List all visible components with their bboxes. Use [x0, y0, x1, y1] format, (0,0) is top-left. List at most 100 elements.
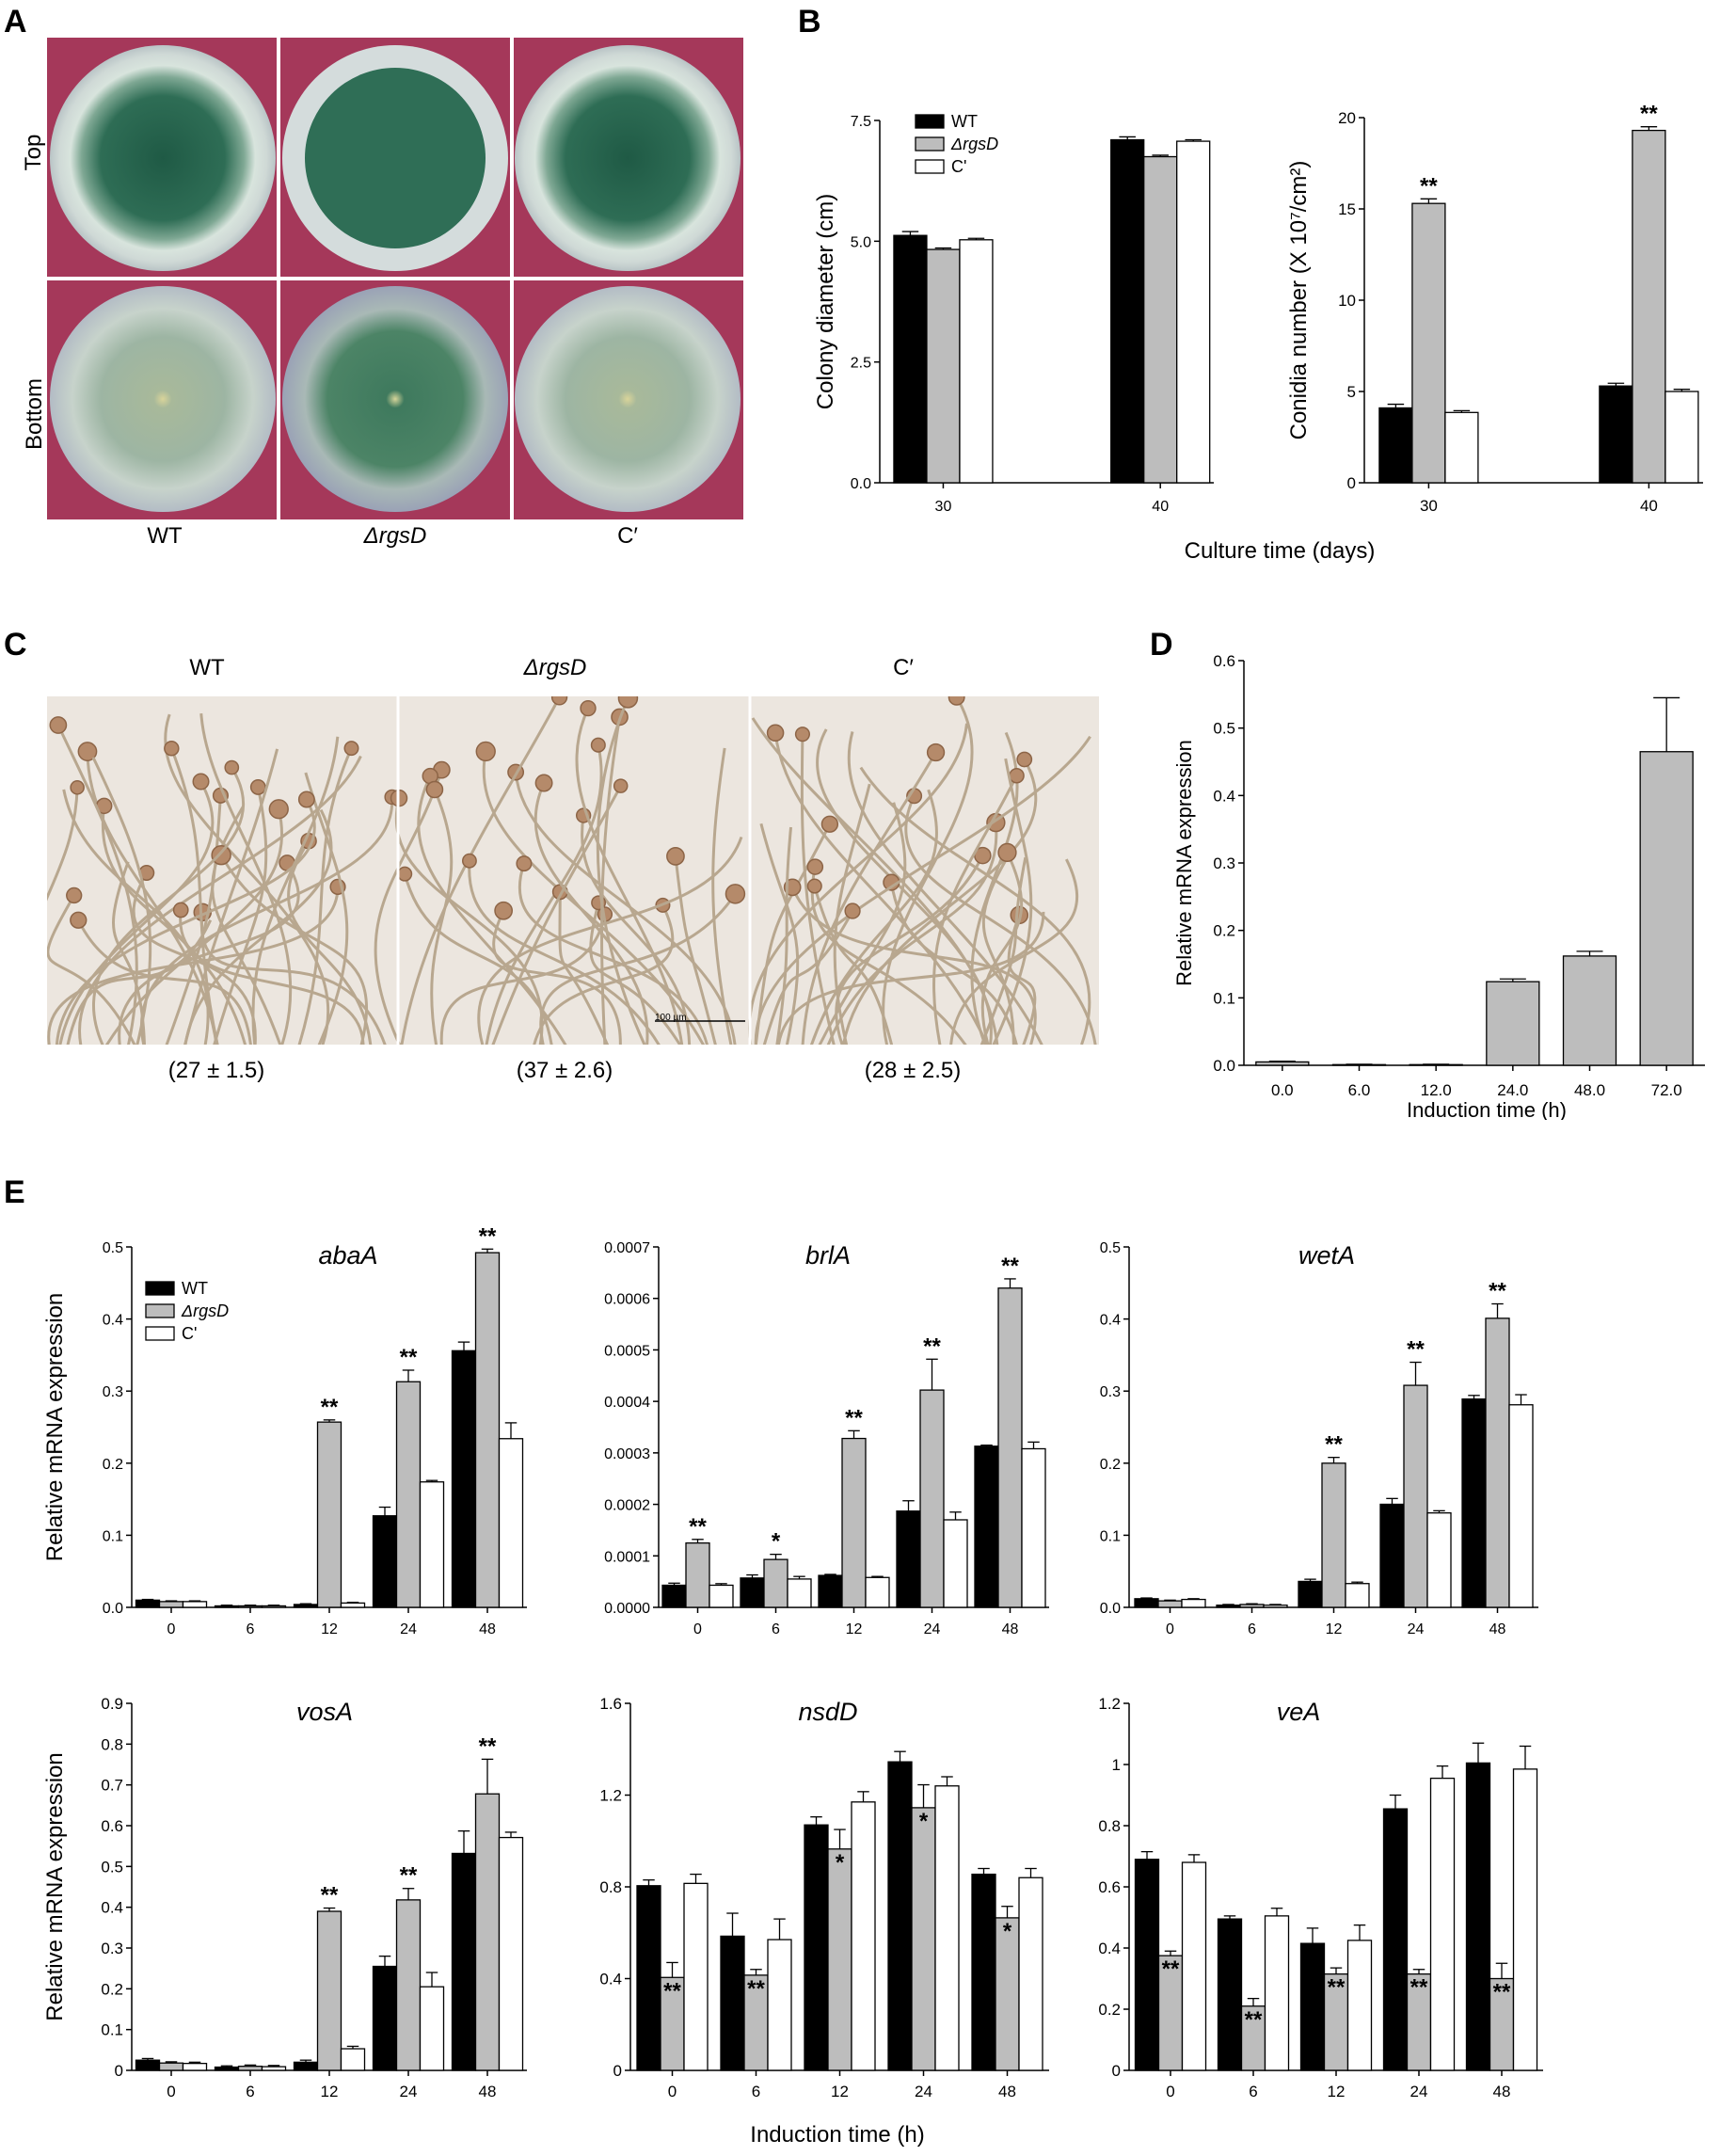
- hypha: [599, 716, 622, 1045]
- y-tick-label: 0.2: [103, 1457, 123, 1473]
- x-tick-label: 24: [924, 1621, 941, 1637]
- y-tick-label: 0.6: [1098, 1878, 1121, 1896]
- y-tick-label: 0: [613, 2062, 622, 2080]
- micrograph-comp: [748, 696, 1099, 1045]
- x-tick-label: 24: [915, 2083, 932, 2100]
- conidiophore-head: [794, 727, 810, 743]
- hypha: [748, 723, 968, 1045]
- bar: [636, 1885, 661, 2071]
- significance-mark: **: [400, 1345, 418, 1370]
- bar: [943, 1519, 968, 1608]
- conidiophore-head: [725, 884, 746, 904]
- x-tick-label: 12: [1326, 1621, 1343, 1637]
- legend-swatch: [145, 1281, 175, 1296]
- x-tick-label: 24.0: [1497, 1081, 1528, 1099]
- chart-brlA: 0.0000 0.0001 0.0002 0.0003 0.0004 0.0005 0.00…: [604, 1240, 1049, 1637]
- dish-label-wt: WT: [147, 523, 183, 549]
- bar: [474, 1793, 501, 2071]
- chart-title: wetA: [1298, 1241, 1355, 1270]
- significance-mark: *: [836, 1850, 845, 1876]
- x-tick-label: 48: [1489, 1621, 1506, 1637]
- y-tick-label: 0.0: [1100, 1601, 1121, 1617]
- y-tick-label: 1.2: [1098, 1695, 1121, 1713]
- y-tick-label: 0.3: [103, 1384, 123, 1400]
- significance-mark: **: [479, 1223, 497, 1249]
- bar: [1264, 1915, 1290, 2071]
- panel-label-b: B: [798, 4, 821, 40]
- x-tick-label: 72.0: [1651, 1081, 1682, 1099]
- y-tick-label: 0.1: [1100, 1528, 1121, 1544]
- y-axis-label: Conidia number (X 10⁷/cm²): [1286, 161, 1312, 440]
- bar: [865, 1576, 890, 1608]
- bar: [182, 2062, 208, 2071]
- significance-mark: **: [923, 1334, 941, 1359]
- hypha: [773, 732, 989, 1045]
- y-tick-label: 0: [115, 2062, 123, 2080]
- y-tick-label: 0.0: [851, 476, 871, 492]
- bar: [1181, 1598, 1206, 1608]
- legend-label: ΔrgsD: [181, 1302, 229, 1320]
- bar: [237, 1605, 263, 1608]
- hypha: [164, 713, 330, 1045]
- hypha: [62, 789, 210, 1045]
- hypha: [374, 769, 443, 1045]
- bar: [818, 1574, 843, 1608]
- bar: [660, 1976, 685, 2071]
- chart-rgsd-expression: 0.0 0.1 0.2 0.3 0.4 0.5 0.6 Relative mRNA expre…: [1172, 652, 1705, 1120]
- bar: [1639, 751, 1694, 1066]
- micrograph-label-comp: C′: [893, 655, 914, 680]
- bar: [887, 1761, 913, 2071]
- panel-label-e: E: [4, 1174, 25, 1210]
- panel-label-c: C: [4, 627, 27, 663]
- x-tick-label: 6: [1249, 2083, 1257, 2100]
- x-tick-label: 6: [246, 2083, 254, 2100]
- bar: [135, 2059, 161, 2071]
- x-tick-label: 24: [1408, 1621, 1425, 1637]
- y-tick-label: 0.0007: [604, 1240, 650, 1256]
- significance-mark: **: [1245, 2007, 1263, 2033]
- legend-label: ΔrgsD: [950, 135, 998, 153]
- bar: [1562, 955, 1617, 1066]
- significance-mark: **: [663, 1978, 681, 2004]
- bar: [709, 1584, 734, 1608]
- hypha: [1007, 914, 1037, 1045]
- hypha: [403, 873, 553, 1045]
- legend-swatch: [145, 1303, 175, 1318]
- hypha: [589, 902, 682, 1045]
- bar: [316, 1910, 342, 2071]
- bar: [1134, 1598, 1159, 1608]
- conidiophore-head: [1016, 751, 1033, 768]
- significance-mark: *: [919, 1809, 929, 1834]
- bar: [1298, 1580, 1323, 1608]
- bar: [451, 1852, 477, 2071]
- bar: [1426, 1512, 1452, 1608]
- conidiophore-head: [820, 815, 839, 833]
- y-tick-label: 0.3: [1213, 854, 1235, 872]
- x-tick-label: 48: [998, 2083, 1016, 2100]
- conidiophore-head: [70, 911, 88, 929]
- y-tick-label: 0: [1112, 2062, 1121, 2080]
- bar: [419, 1481, 445, 1608]
- x-tick-label: 12: [321, 2083, 339, 2100]
- conidiophore-head: [666, 846, 685, 866]
- dish-bottom-mutant: [282, 286, 508, 512]
- bar: [1512, 1768, 1538, 2071]
- conidiophore-head: [766, 724, 785, 743]
- x-tick-label: 30: [935, 499, 952, 515]
- bar: [1321, 1462, 1346, 1608]
- y-tick-label: 0.2: [1100, 1457, 1121, 1473]
- hypha: [468, 860, 661, 1045]
- bar: [261, 2066, 287, 2071]
- bar: [787, 1578, 812, 1608]
- y-tick-label: 0.0001: [604, 1549, 650, 1565]
- bar: [293, 1604, 319, 1608]
- bar: [841, 1437, 867, 1608]
- significance-mark: **: [1493, 1980, 1511, 2005]
- bar: [1345, 1583, 1370, 1608]
- y-tick-label: 0.7: [101, 1777, 123, 1795]
- x-tick-label: 0: [693, 1621, 702, 1637]
- conidiophore-head: [613, 778, 629, 793]
- chart-title: abaA: [318, 1241, 377, 1270]
- hypha: [251, 736, 340, 1045]
- bar: [372, 1965, 398, 2071]
